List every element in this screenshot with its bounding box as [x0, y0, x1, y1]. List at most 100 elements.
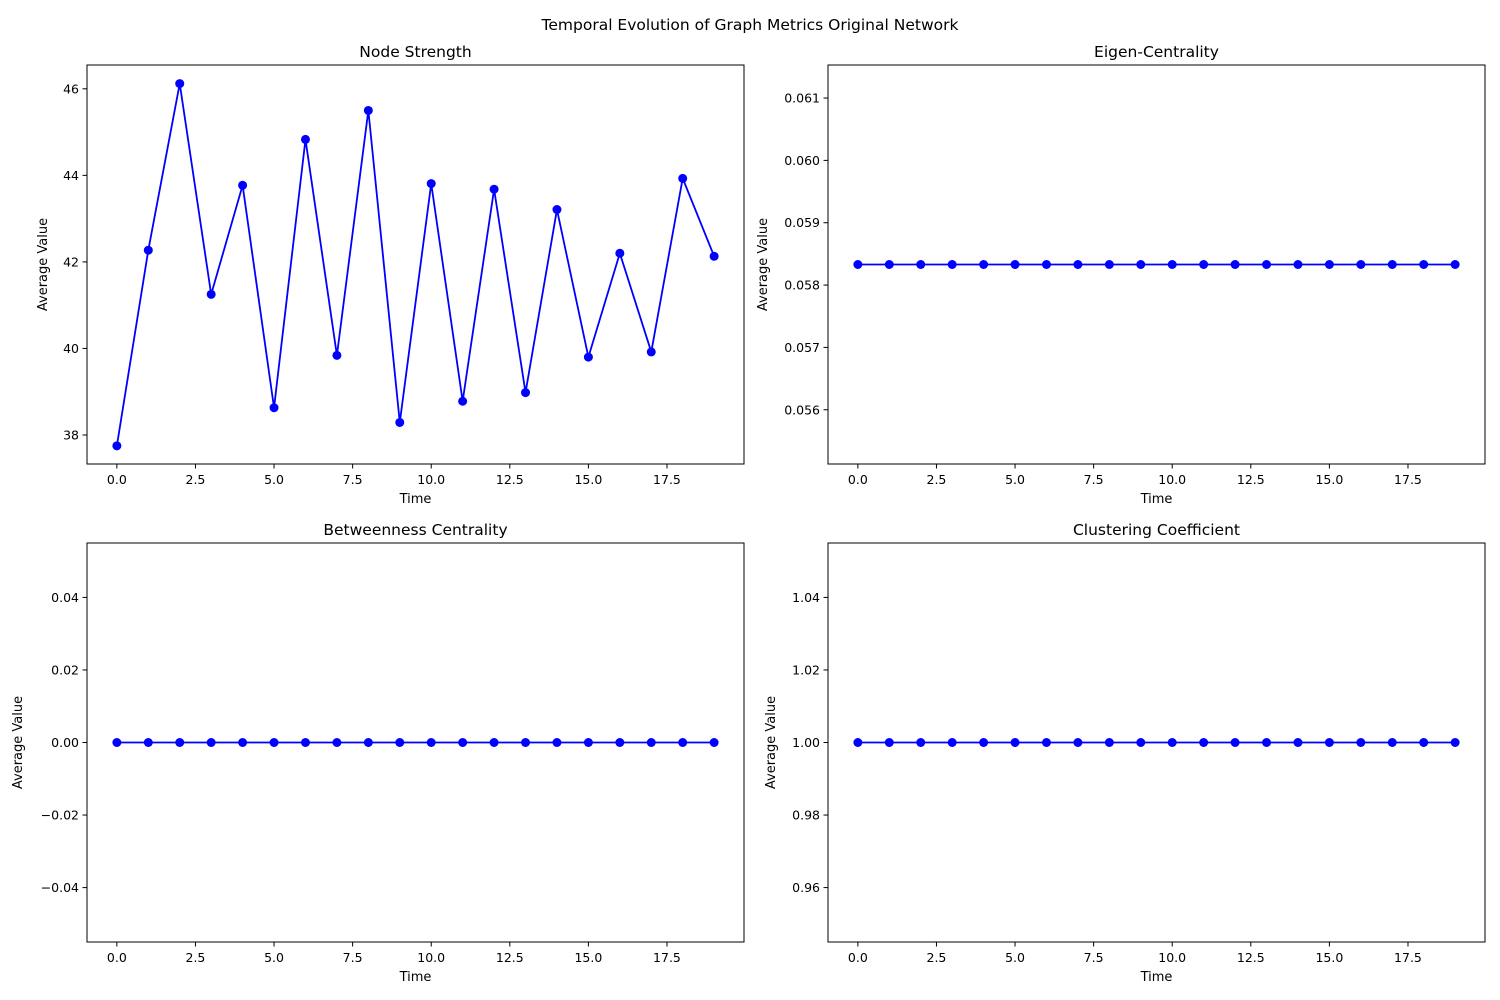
y-tick-label: 0.058	[784, 278, 820, 293]
x-tick-label: 15.0	[1315, 472, 1343, 487]
data-point	[363, 738, 373, 747]
series-line	[115, 82, 715, 446]
x-axis-label: Time	[1140, 970, 1173, 985]
chart-title: Betweenness Centrality	[323, 521, 507, 539]
y-tick-label: 1.04	[792, 590, 820, 605]
y-tick-label: 0.98	[792, 808, 820, 823]
y-axis-label: Average Value	[756, 218, 771, 311]
data-point	[1073, 260, 1083, 269]
x-tick-label: 12.5	[1237, 950, 1265, 965]
data-point	[238, 738, 248, 747]
x-tick-label: 12.5	[1237, 472, 1265, 487]
x-tick-label: 2.5	[186, 950, 206, 965]
data-point	[489, 738, 499, 747]
data-point	[916, 738, 926, 747]
data-point	[112, 738, 122, 747]
data-point	[1010, 260, 1020, 269]
data-point	[853, 738, 863, 747]
chart-panel-3: Clustering Coefficient 0.0 2.5 5.0 7.5 10.0 12…	[764, 521, 1486, 985]
data-point	[1167, 260, 1177, 269]
data-point	[1230, 738, 1240, 747]
y-tick-label: 0.060	[784, 153, 820, 168]
y-tick-label: 1.00	[792, 735, 820, 750]
data-point	[521, 738, 531, 747]
y-tick-label: 0.04	[51, 590, 79, 605]
data-point	[1450, 260, 1460, 269]
data-point	[1324, 738, 1334, 747]
x-tick-label: 2.5	[927, 472, 947, 487]
data-point	[1356, 260, 1366, 269]
data-point	[1419, 738, 1429, 747]
data-point	[300, 738, 310, 747]
x-tick-label: 10.0	[417, 950, 445, 965]
data-point	[1387, 260, 1397, 269]
data-point	[458, 396, 468, 406]
data-point	[615, 738, 625, 747]
data-point	[884, 260, 894, 269]
data-point	[646, 738, 656, 747]
data-point	[332, 350, 342, 360]
data-point	[238, 180, 248, 190]
x-tick-label: 0.0	[107, 950, 127, 965]
chart-panel-2: Betweenness Centrality 0.0 2.5 5.0 7.5 10.0 12…	[11, 521, 745, 985]
x-tick-label: 17.5	[653, 950, 681, 965]
data-point	[1104, 738, 1114, 747]
y-axis-label: Average Value	[11, 696, 26, 789]
chart-title: Node Strength	[359, 43, 471, 61]
x-tick-label: 0.0	[848, 472, 868, 487]
x-axis-label: Time	[399, 492, 432, 507]
x-axis-label: Time	[1140, 492, 1173, 507]
x-tick-label: 15.0	[1315, 950, 1343, 965]
x-tick-label: 15.0	[574, 472, 602, 487]
data-point	[206, 738, 216, 747]
data-point	[1104, 260, 1114, 269]
y-tick-label: 0.057	[784, 340, 820, 355]
chart-title: Eigen-Centrality	[1094, 43, 1219, 61]
data-point	[489, 184, 499, 194]
data-point	[175, 79, 185, 89]
data-point	[678, 173, 688, 183]
data-point	[395, 417, 405, 427]
data-point	[583, 352, 593, 362]
data-point	[884, 738, 894, 747]
data-point	[646, 347, 656, 357]
data-point	[269, 738, 279, 747]
data-point	[175, 738, 185, 747]
x-tick-label: 12.5	[496, 472, 524, 487]
data-point	[363, 105, 373, 115]
x-tick-label: 5.0	[264, 950, 284, 965]
y-tick-label: 0.02	[51, 662, 79, 677]
data-point	[1199, 738, 1209, 747]
x-tick-label: 7.5	[1084, 950, 1104, 965]
y-tick-label: 40	[63, 341, 79, 356]
data-point	[458, 738, 468, 747]
x-tick-label: 10.0	[417, 472, 445, 487]
data-point	[426, 179, 436, 189]
y-tick-label: 0.059	[784, 215, 820, 230]
data-point	[947, 260, 957, 269]
data-point	[300, 134, 310, 144]
data-point	[143, 738, 153, 747]
data-point	[1324, 260, 1334, 269]
x-tick-label: 2.5	[927, 950, 947, 965]
chart-title: Clustering Coefficient	[1073, 521, 1240, 539]
y-tick-label: 42	[63, 254, 79, 269]
x-tick-label: 5.0	[264, 472, 284, 487]
y-axis-label: Average Value	[36, 218, 51, 311]
y-tick-label: −0.02	[41, 808, 79, 823]
figure-suptitle: Temporal Evolution of Graph Metrics Orig…	[541, 16, 959, 34]
data-point	[1387, 738, 1397, 747]
x-tick-label: 17.5	[653, 472, 681, 487]
data-point	[853, 260, 863, 269]
data-point	[521, 388, 531, 398]
data-point	[916, 260, 926, 269]
data-point	[112, 441, 122, 451]
x-tick-label: 5.0	[1005, 472, 1025, 487]
x-tick-label: 7.5	[343, 472, 363, 487]
data-point	[332, 738, 342, 747]
data-point	[1199, 260, 1209, 269]
data-point	[678, 738, 688, 747]
data-point	[395, 738, 405, 747]
x-tick-label: 12.5	[496, 950, 524, 965]
x-axis-label: Time	[399, 970, 432, 985]
